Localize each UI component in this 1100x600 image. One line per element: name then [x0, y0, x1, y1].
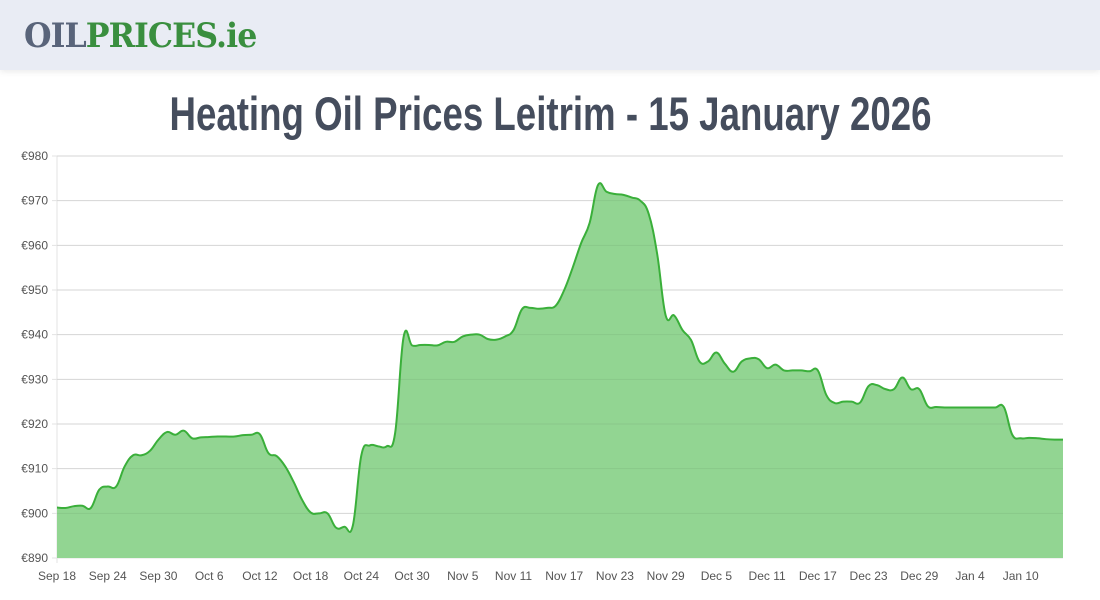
x-tick-label: Jan 10	[1003, 569, 1039, 583]
site-logo[interactable]: OILPRICES.ie	[24, 14, 258, 58]
x-tick-label: Dec 5	[701, 569, 733, 583]
x-tick-label: Sep 24	[89, 569, 127, 583]
logo-prices: PRICES.ie	[85, 16, 258, 56]
x-tick-label: Oct 12	[242, 569, 278, 583]
x-tick-label: Sep 18	[38, 569, 76, 583]
y-tick-label: €970	[21, 194, 48, 208]
y-tick-label: €910	[21, 462, 48, 476]
x-tick-label: Jan 4	[955, 569, 985, 583]
price-line	[56, 182, 1064, 533]
y-tick-label: €890	[21, 551, 48, 565]
x-tick-label: Dec 17	[799, 569, 837, 583]
y-tick-label: €960	[21, 238, 48, 252]
x-tick-label: Nov 23	[596, 569, 634, 583]
x-tick-label: Nov 5	[447, 569, 479, 583]
x-tick-label: Oct 24	[344, 569, 380, 583]
y-tick-label: €900	[21, 506, 48, 520]
y-tick-label: €930	[21, 372, 48, 386]
x-tick-label: Oct 30	[394, 569, 430, 583]
page-title-text: Heating Oil Prices Leitrim - 15 January …	[168, 87, 932, 140]
y-tick-label: €950	[21, 283, 48, 297]
y-tick-label: €920	[21, 417, 48, 431]
price-area-fill	[57, 183, 1063, 559]
x-tick-label: Dec 11	[749, 569, 786, 583]
y-tick-label: €980	[21, 149, 48, 163]
x-tick-label: Nov 29	[647, 569, 685, 583]
x-tick-label: Oct 18	[293, 569, 329, 583]
x-tick-label: Dec 29	[900, 569, 938, 583]
logo-oil: OIL	[24, 16, 87, 56]
x-tick-label: Sep 30	[139, 569, 177, 583]
x-tick-label: Nov 17	[545, 569, 583, 583]
y-tick-label: €940	[21, 328, 48, 342]
x-tick-label: Oct 6	[195, 569, 224, 583]
x-tick-label: Dec 23	[850, 569, 888, 583]
site-header: OILPRICES.ie	[0, 0, 1100, 70]
x-tick-label: Nov 11	[495, 569, 532, 583]
page-title: Heating Oil Prices Leitrim - 15 January …	[0, 84, 1100, 144]
